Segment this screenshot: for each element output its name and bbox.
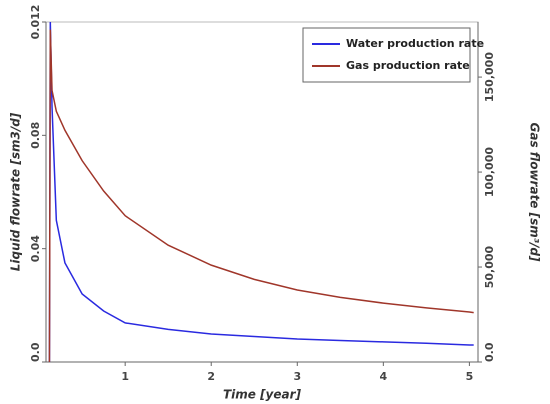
y2-tick-label: 100,000 [483, 147, 496, 197]
x-tick-label: 4 [380, 370, 388, 383]
x-axis-label: Time [year] [223, 388, 302, 402]
y2-tick-label: 50,000 [483, 245, 496, 288]
y2-tick-label: 150,000 [483, 52, 496, 102]
x-tick-label: 3 [293, 370, 301, 383]
series-line [48, 29, 474, 362]
legend [302, 27, 471, 83]
x-tick-label: 2 [207, 370, 215, 383]
y-axis-label: Liquid flowrate [sm3/d] [9, 112, 23, 271]
y2-tick-label: 0.0 [483, 342, 496, 362]
legend-label: Gas production rate [346, 59, 470, 72]
y2-axis-label: Gas flowrate [sm³/d] [528, 123, 542, 262]
series-line [48, 22, 474, 362]
x-tick-label: 1 [121, 370, 129, 383]
y-tick-label: 0.04 [29, 235, 42, 262]
y-tick-label: 0.012 [29, 5, 42, 40]
x-tick-label: 5 [466, 370, 474, 383]
y-tick-label: 0.0 [29, 342, 42, 362]
legend-label: Water production rate [346, 37, 484, 50]
y-tick-label: 0.08 [29, 122, 42, 149]
